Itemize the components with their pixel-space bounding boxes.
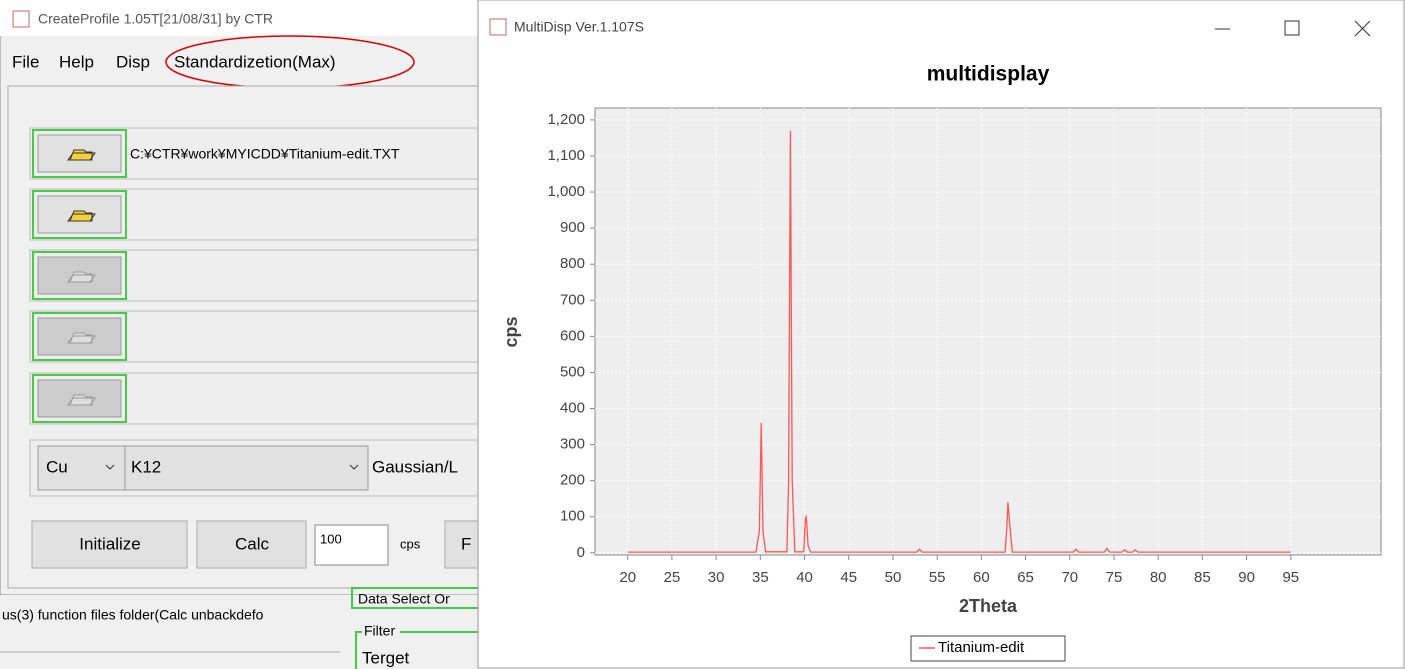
y-tick-label: 600 [560,327,585,344]
input-value: 100 [320,531,342,546]
y-tick-label: 400 [560,399,585,416]
menu-item[interactable]: Disp [116,52,150,71]
x-tick-label: 85 [1194,569,1211,586]
button-outline [32,251,127,300]
y-tick-label: 1,100 [547,147,585,164]
group-label: Filter [364,623,395,639]
y-axis-label: cps [501,316,521,347]
threshold-input[interactable] [314,524,389,566]
group-label: Data Select Or [358,591,450,607]
field-label: Terget [362,648,410,667]
x-tick-label: 50 [885,569,902,586]
combo-arrow [105,464,115,470]
app-icon [12,10,30,28]
plot-area [594,107,1382,556]
file-path: C:¥CTR¥work¥MYICDD¥Titanium-edit.TXT [130,146,400,162]
button-outline [32,374,127,423]
chart-title: multidisplay [927,63,1050,86]
x-tick-label: 75 [1106,569,1123,586]
menu-item[interactable]: File [12,52,39,71]
open-button [37,379,122,418]
y-tick-label: 1,200 [547,111,585,128]
legend-box [910,635,1066,662]
legend-label: Titanium-edit [938,639,1025,656]
status-text: us(3) function files folder(Calc unbackd… [2,607,264,623]
y-tick-label: 1,000 [547,183,585,200]
folder-icon [67,332,96,344]
x-axis-label: 2Theta [959,596,1018,616]
x-tick-label: 35 [752,569,769,586]
x-tick-label: 25 [664,569,681,586]
button-outline [32,129,127,178]
maximize-button[interactable] [1284,20,1300,36]
button-label: Calc [235,534,270,553]
x-tick-label: 40 [796,569,813,586]
folder-icon [67,149,96,161]
x-tick-label: 65 [1017,569,1034,586]
combo-value: K12 [131,457,161,476]
folder-icon [67,210,96,222]
x-tick-label: 55 [929,569,946,586]
y-tick-label: 100 [560,508,585,525]
y-tick-label: 900 [560,219,585,236]
group-border [355,631,490,669]
y-tick-label: 500 [560,363,585,380]
unit-label: cps [400,536,421,551]
menu-item[interactable]: Standardizetion(Max) [174,52,336,71]
line-combo[interactable] [124,445,369,491]
app-icon [489,18,507,36]
calc-button[interactable] [196,520,307,569]
initialize-button[interactable] [31,520,188,569]
close-button[interactable] [1354,20,1371,37]
combo-arrow [349,464,359,470]
folder-icon [67,394,96,406]
folder-icon [67,271,96,283]
file-rows: C:¥CTR¥work¥MYICDD¥Titanium-edit.TXT [29,127,491,425]
y-tick-label: 200 [560,472,585,489]
x-tick-label: 20 [619,569,636,586]
menu-item[interactable]: Help [59,52,94,71]
combo-value: Cu [46,457,68,476]
left-titlebar [0,0,480,36]
x-tick-label: 70 [1061,569,1078,586]
x-tick-label: 60 [973,569,990,586]
button-label: Initialize [79,534,140,553]
profile-label: Gaussian/L [372,457,458,476]
y-tick-label: 0 [577,544,585,561]
y-tick-label: 800 [560,255,585,272]
x-tick-label: 30 [708,569,725,586]
y-tick-label: 700 [560,291,585,308]
button-outline [32,190,127,239]
button-label: F [461,534,471,553]
y-tick-label: 300 [560,436,585,453]
x-tick-label: 95 [1282,569,1299,586]
chart: multidisplay 2Theta cps 0 100 200 300 400 500… [501,63,1382,662]
x-tick-label: 90 [1238,569,1255,586]
window-title: MultiDisp Ver.1.107S [514,19,644,35]
window-title: CreateProfile 1.05T[21/08/31] by CTR [38,11,273,27]
button-outline [32,312,127,361]
x-tick-label: 80 [1150,569,1167,586]
data-line [627,130,1291,553]
x-tick-label: 45 [840,569,857,586]
